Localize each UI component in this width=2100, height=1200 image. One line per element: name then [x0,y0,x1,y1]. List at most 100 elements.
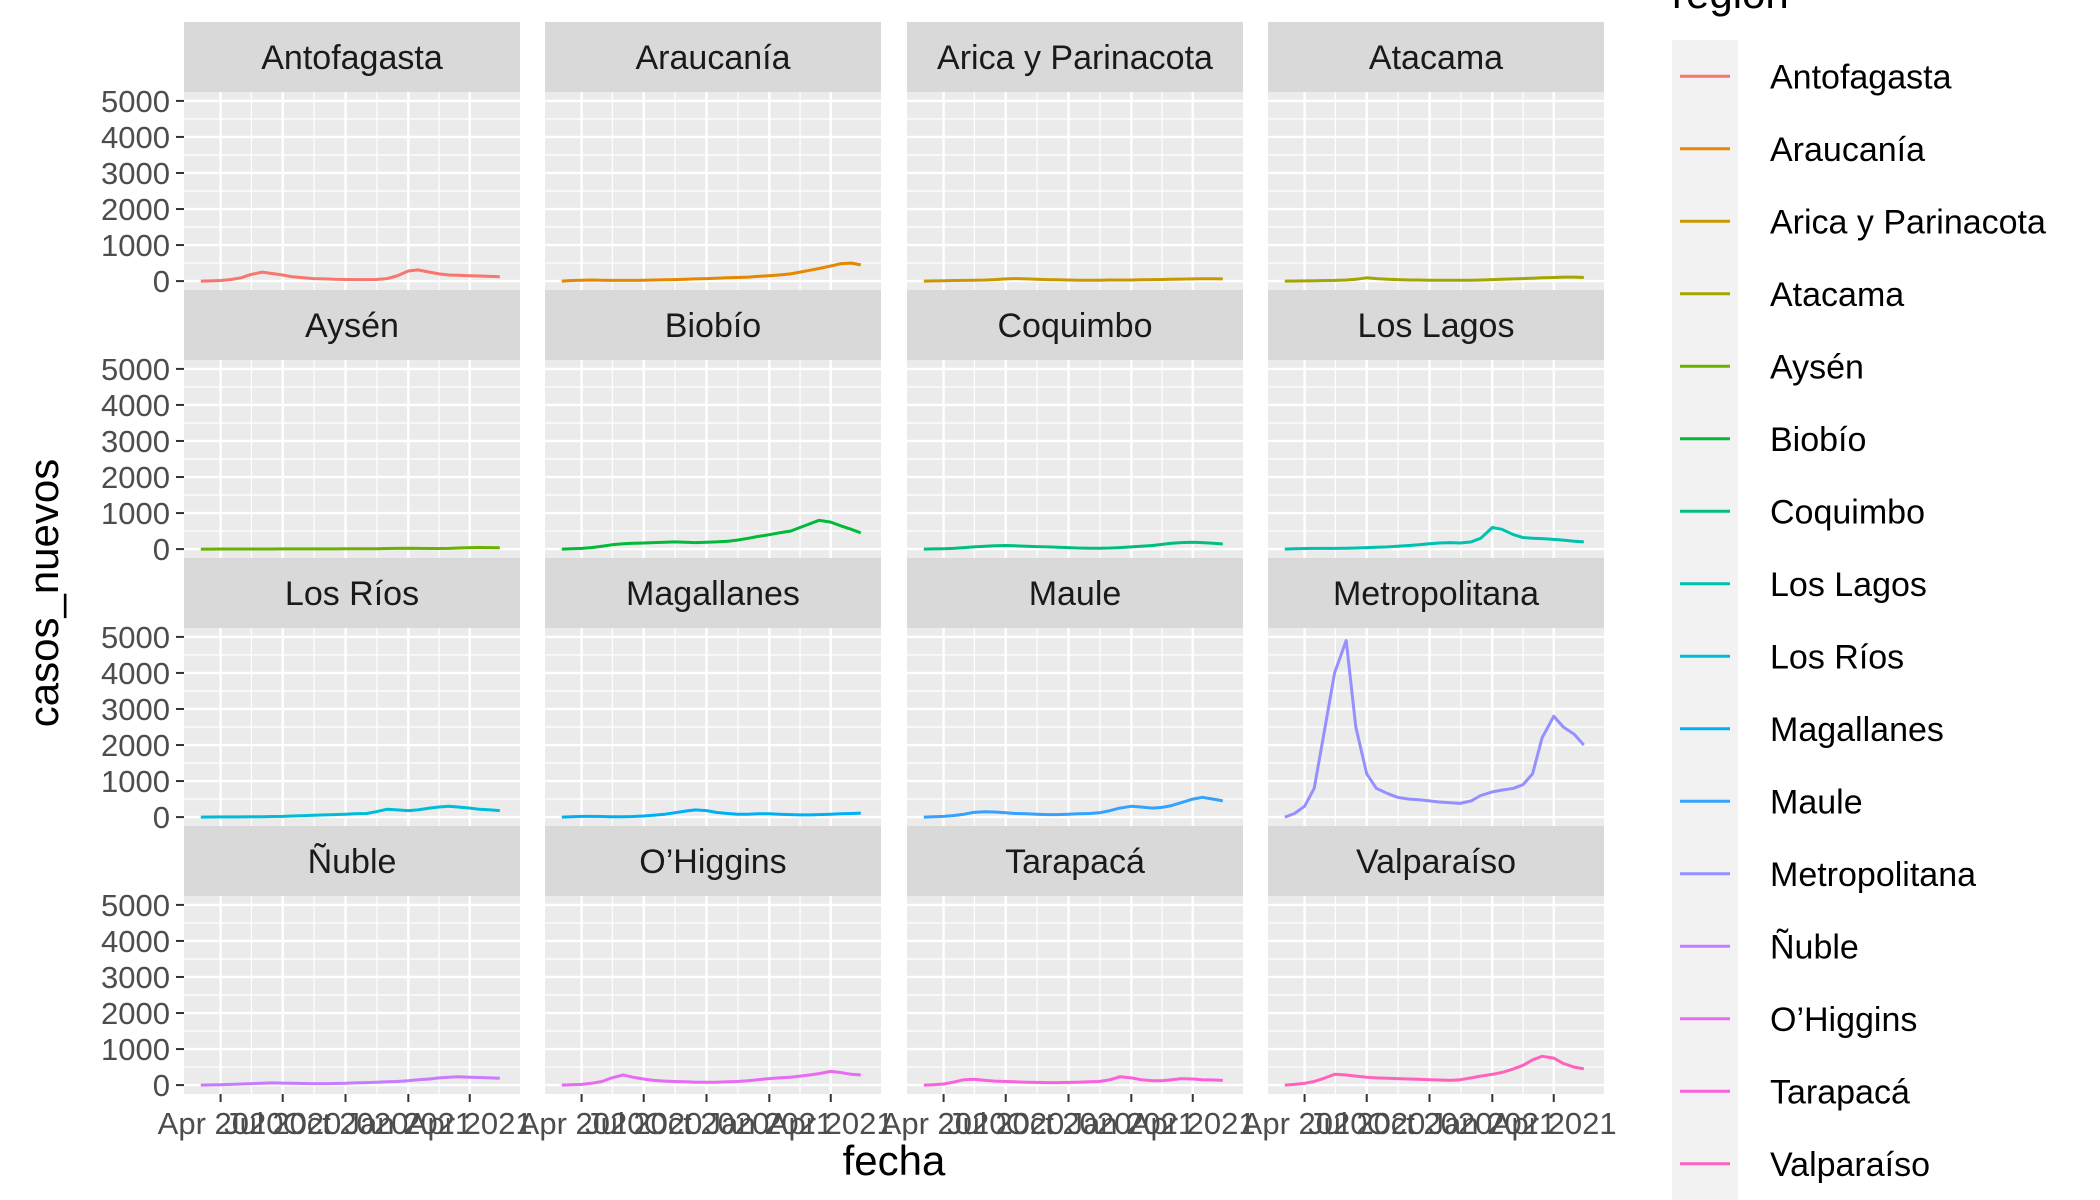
legend-label: Tarapacá [1770,1073,1910,1111]
y-tick-label: 4000 [101,924,170,959]
legend-label: Atacama [1770,276,1904,314]
x-tick-label: Jan 2021 [1429,1106,1557,1141]
series-line [200,268,500,283]
legend-label: Coquimbo [1770,493,1925,531]
facet-panel: Maule [907,558,1243,826]
series-line [1284,526,1584,551]
facet-strip-label: Aysén [305,307,399,345]
y-tick-label: 5000 [101,888,170,923]
facet-strip [545,826,881,896]
x-tick-label: Jan 2021 [1068,1106,1196,1141]
y-tick-label: 0 [153,800,170,835]
facet-panel: Ñuble [184,826,520,1094]
y-tick-label: 1000 [101,1032,170,1067]
facet-strip [1268,558,1604,628]
y-axis-title: casos_nuevos [20,459,67,728]
facet-panel: Aysén [184,290,520,558]
y-tick-label: 2000 [101,728,170,763]
facet-strip [907,826,1243,896]
x-tick-label: Oct 2020 [1006,1106,1132,1141]
x-tick-label: Apr 2021 [1491,1106,1617,1141]
y-tick-label: 3000 [101,692,170,727]
legend-key-background [1672,40,1738,1200]
facet-strip [545,290,881,360]
x-tick-label: Oct 2020 [1367,1106,1493,1141]
y-tick-label: 5000 [101,84,170,119]
facet-strip-label: O’Higgins [639,843,786,881]
series-line [200,804,500,819]
x-tick-label: Jan 2021 [706,1106,834,1141]
facet-strip-label: Ñuble [308,843,397,881]
facet-panel: Los Ríos [184,558,520,826]
facet-panel: Tarapacá [907,826,1243,1094]
facet-strip-label: Tarapacá [1005,843,1145,881]
legend-label: Arica y Parinacota [1770,203,2046,241]
y-tick-label: 4000 [101,656,170,691]
y-tick-label: 1000 [101,496,170,531]
x-tick-label: Apr 2020 [881,1106,1007,1141]
facet-strip-label: Coquimbo [998,307,1153,345]
legend-label: Aysén [1770,348,1864,386]
facet-panel: Metropolitana [1268,558,1604,826]
y-tick-label: 2000 [101,460,170,495]
facet-strip [907,22,1243,92]
facet-strip-label: Atacama [1369,39,1503,77]
series-line [561,518,862,551]
facet-strip-label: Arica y Parinacota [937,39,1213,77]
facet-strip-label: Maule [1029,575,1122,613]
legend-label: Magallanes [1770,711,1944,749]
facet-panel: Los Lagos [1268,290,1604,558]
series-line [200,546,500,551]
x-tick-label: Jul 2020 [947,1106,1064,1141]
y-tick-label: 2000 [101,192,170,227]
x-tick-label: Apr 2021 [768,1106,894,1141]
legend-label: Maule [1770,783,1863,821]
series-line [561,261,862,283]
facet-strip-label: Biobío [665,307,761,345]
series-line [1284,275,1584,283]
facet-panel: O’Higgins [545,826,881,1094]
series-line [200,1075,500,1087]
x-tick-label: Apr 2020 [1242,1106,1368,1141]
y-tick-label: 4000 [101,120,170,155]
facet-strip-label: Metropolitana [1333,575,1539,613]
facet-strip [1268,22,1604,92]
x-tick-label: Apr 2021 [1130,1106,1256,1141]
facet-strip-label: Araucanía [636,39,791,77]
facet-strip [907,558,1243,628]
facet-strip [184,290,520,360]
legend-label: Ñuble [1770,928,1859,966]
y-tick-label: 4000 [101,388,170,423]
legend: region Antofagasta Araucanía Arica y Parina… [1672,0,2046,1200]
facet-strip [184,22,520,92]
facet-panel: Araucanía [545,22,881,290]
legend-label: Biobío [1770,421,1866,459]
facet-panel: Magallanes [545,558,881,826]
x-tick-label: Jul 2020 [1308,1106,1425,1141]
facet-strip-label: Antofagasta [261,39,443,77]
legend-label: Los Ríos [1770,638,1904,676]
y-tick-label: 1000 [101,764,170,799]
y-tick-label: 0 [153,1068,170,1103]
x-tick-label: Jul 2020 [224,1106,341,1141]
axes: 0100020003000400050000100020003000400050… [20,84,1617,1184]
x-tick-label: Apr 2021 [407,1106,533,1141]
facet-strip-label: Los Lagos [1358,307,1515,345]
facet-strip-label: Los Ríos [285,575,419,613]
y-tick-label: 0 [153,264,170,299]
y-tick-label: 0 [153,532,170,567]
facet-strip-label: Magallanes [626,575,800,613]
y-tick-label: 5000 [101,620,170,655]
legend-label: Araucanía [1770,131,1925,169]
facet-panel: Antofagasta [184,22,520,290]
facet-panel: Atacama [1268,22,1604,290]
y-tick-label: 5000 [101,352,170,387]
facet-panel: Coquimbo [907,290,1243,558]
series-line [561,1069,861,1087]
y-tick-label: 3000 [101,156,170,191]
facet-strip [1268,290,1604,360]
series-line [1284,1054,1585,1087]
x-tick-label: Jan 2021 [345,1106,473,1141]
facet-strip [184,826,520,896]
series-line [1284,639,1585,819]
